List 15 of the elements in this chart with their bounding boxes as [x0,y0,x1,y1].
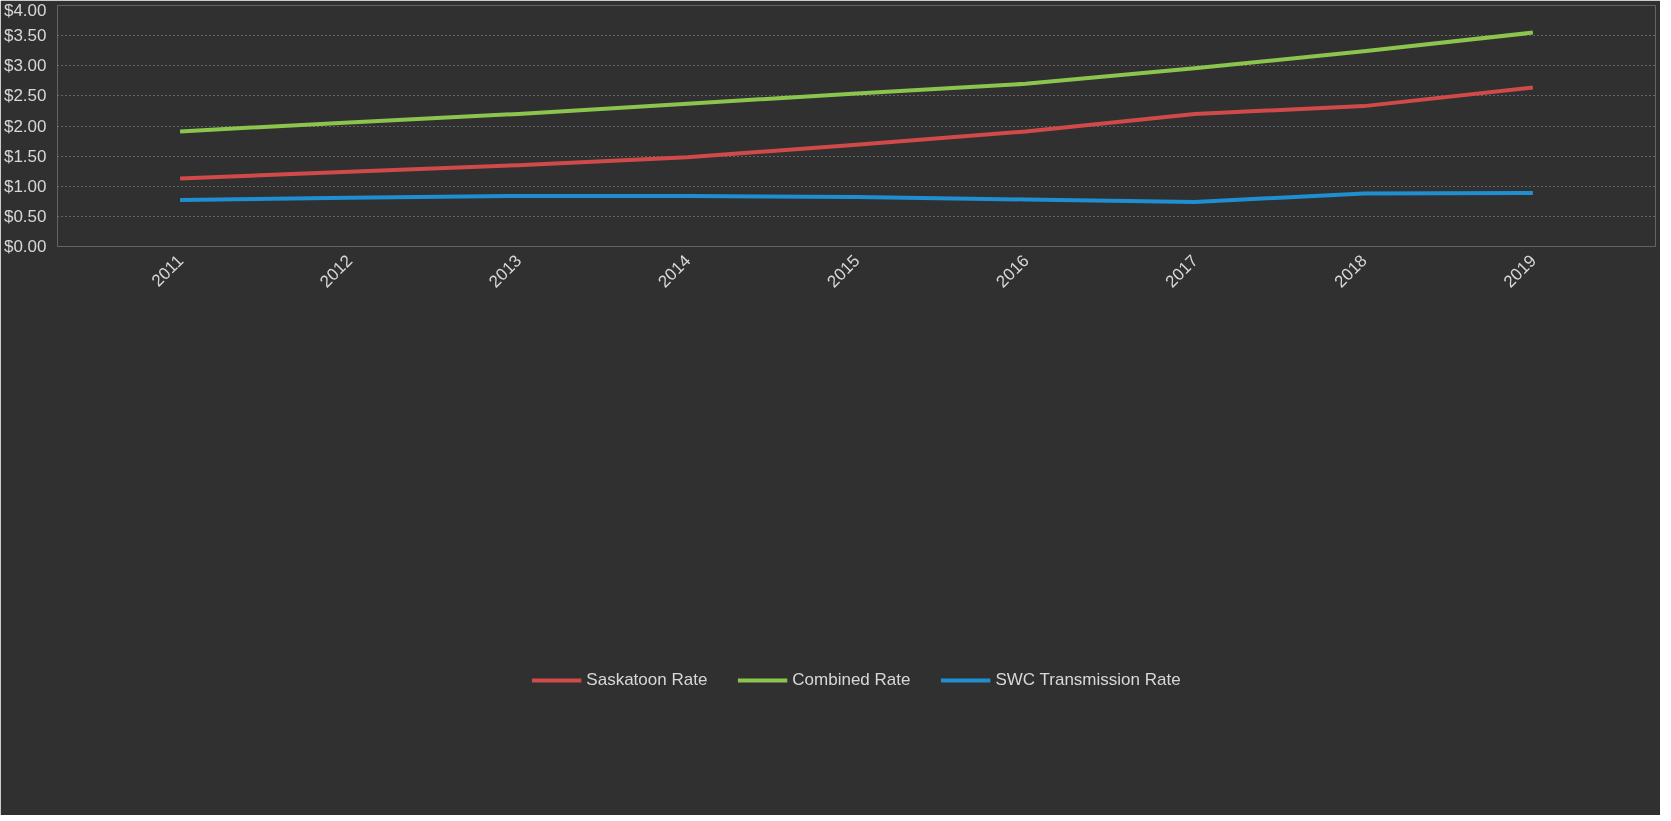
y-tick-label: $2.50 [3,86,47,106]
y-tick-label: $4.00 [3,0,47,20]
y-tick-label: $2.00 [3,116,47,136]
line-series [178,190,1535,204]
y-tick-label: $3.00 [3,56,47,76]
legend-label: SWC Transmission Rate [995,670,1181,690]
y-tick-label: $0.00 [3,237,47,256]
legend-label: Combined Rate [792,670,911,690]
y-tick-label: $1.00 [3,176,47,196]
y-tick-label: $3.50 [3,26,47,46]
line-series [178,30,1535,134]
y-tick-label: $0.50 [3,206,47,226]
y-tick-label: $1.50 [3,146,47,166]
legend-label: Saskatoon Rate [586,670,708,690]
line-series [178,85,1535,181]
